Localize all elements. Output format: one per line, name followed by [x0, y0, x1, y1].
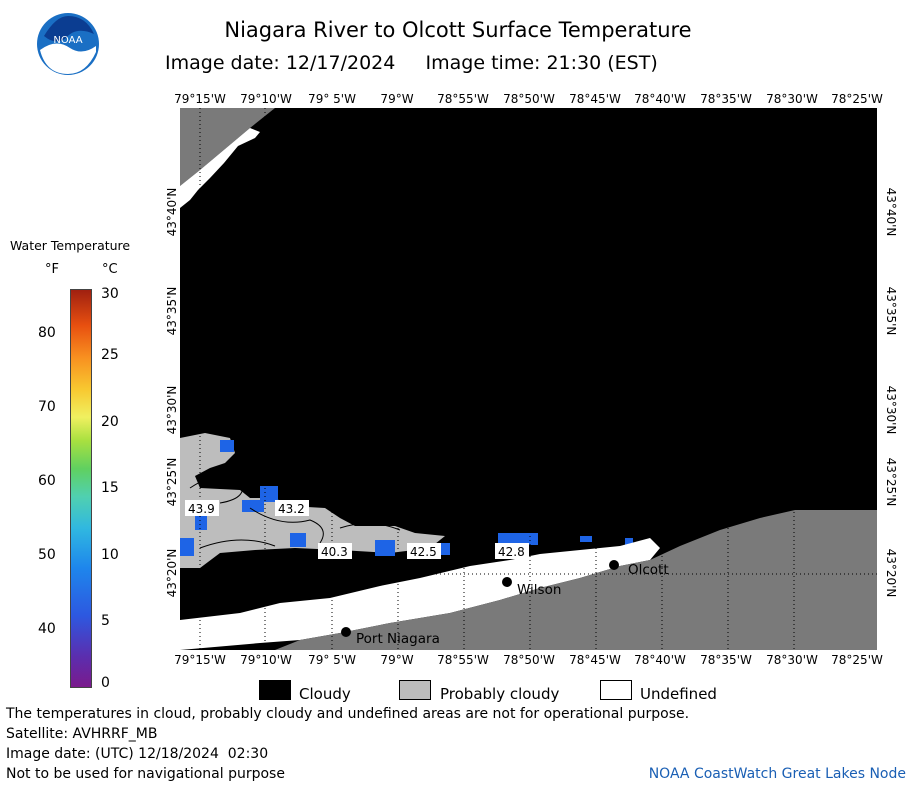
image-date: Image date: 12/17/2024	[165, 52, 396, 74]
temp-label-4: 42.5	[410, 545, 437, 559]
legend-tick-c: 25	[101, 347, 119, 363]
town-olcott: Olcott	[628, 562, 669, 578]
legend-unit-f: °F	[45, 262, 59, 277]
land-top-left	[180, 108, 275, 186]
legend-tick-c: 15	[101, 480, 119, 496]
right-latitude-label: 43°25'N	[884, 457, 898, 507]
wilson-marker	[502, 577, 512, 587]
water-temperature-patches	[180, 440, 633, 556]
right-latitude-label: 43°30'N	[884, 385, 898, 435]
left-latitude-label: 43°30'N	[165, 385, 179, 435]
footer-node: NOAA CoastWatch Great Lakes Node	[648, 766, 906, 782]
noaa-logo-text: NOAA	[53, 35, 82, 46]
bottom-longitude-label: 78°40'W	[634, 653, 686, 667]
port-niagara-marker	[341, 627, 351, 637]
bottom-longitude-label: 78°30'W	[766, 653, 818, 667]
surface-temperature-map: 43.9 43.2 40.3 42.5 42.8 Olcott Wilson P…	[180, 108, 877, 650]
undefined-coastal	[180, 538, 660, 650]
bottom-longitude-label: 78°55'W	[437, 653, 489, 667]
legend-tick-f: 60	[38, 473, 56, 489]
olcott-marker	[609, 560, 619, 570]
key-cloudy-label: Cloudy	[299, 685, 351, 703]
key-probably-cloudy-swatch	[399, 680, 431, 700]
legend-tick-c: 10	[101, 547, 119, 563]
key-undefined-label: Undefined	[640, 685, 717, 703]
temp-label-2: 43.2	[278, 502, 305, 516]
bottom-longitude-label: 78°45'W	[569, 653, 621, 667]
top-longitude-label: 79°15'W	[174, 92, 226, 106]
footer-utc-date: Image date: (UTC) 12/18/2024 02:30	[6, 746, 269, 762]
bottom-longitude-label: 79°W	[380, 653, 414, 667]
top-longitude-label: 79°W	[380, 92, 414, 106]
bottom-longitude-label: 79° 5'W	[308, 653, 356, 667]
legend-tick-f: 40	[38, 621, 56, 637]
legend-tick-c: 5	[101, 613, 110, 629]
town-port-niagara: Port Niagara	[356, 631, 440, 647]
bottom-longitude-label: 79°15'W	[174, 653, 226, 667]
top-longitude-label: 78°25'W	[831, 92, 883, 106]
graticule	[180, 108, 877, 650]
top-longitude-label: 78°55'W	[437, 92, 489, 106]
footer-satellite: Satellite: AVHRRF_MB	[6, 726, 158, 742]
top-longitude-label: 78°40'W	[634, 92, 686, 106]
right-latitude-label: 43°20'N	[884, 548, 898, 598]
temp-label-1: 43.9	[188, 502, 215, 516]
left-latitude-label: 43°25'N	[165, 457, 179, 507]
legend-tick-c: 30	[101, 286, 119, 302]
bottom-longitude-label: 78°35'W	[700, 653, 752, 667]
image-time: Image time: 21:30 (EST)	[425, 52, 658, 74]
town-wilson: Wilson	[517, 582, 561, 598]
top-longitude-label: 78°50'W	[503, 92, 555, 106]
top-longitude-label: 79°10'W	[240, 92, 292, 106]
bottom-longitude-label: 79°10'W	[240, 653, 292, 667]
land-us	[275, 510, 877, 650]
legend-tick-c: 0	[101, 675, 110, 691]
image-date-time: Image date: 12/17/2024 Image time: 21:30…	[165, 52, 658, 74]
temperature-colorbar	[70, 289, 92, 688]
right-latitude-label: 43°35'N	[884, 286, 898, 336]
legend-tick-c: 20	[101, 414, 119, 430]
footer-disclaimer: The temperatures in cloud, probably clou…	[6, 706, 690, 722]
legend-title: Water Temperature	[10, 238, 131, 253]
left-latitude-label: 43°20'N	[165, 548, 179, 598]
top-longitude-label: 78°35'W	[700, 92, 752, 106]
left-latitude-label: 43°40'N	[165, 187, 179, 237]
noaa-logo: NOAA	[37, 13, 99, 75]
bottom-longitude-label: 78°25'W	[831, 653, 883, 667]
right-latitude-label: 43°40'N	[884, 187, 898, 237]
isotherms	[189, 475, 401, 549]
key-undefined-swatch	[600, 680, 632, 700]
legend-unit-c: °C	[102, 262, 118, 277]
probably-cloudy-west	[180, 433, 445, 568]
footer-navigation: Not to be used for navigational purpose	[6, 766, 285, 782]
left-latitude-label: 43°35'N	[165, 286, 179, 336]
legend-tick-f: 50	[38, 547, 56, 563]
top-longitude-label: 78°30'W	[766, 92, 818, 106]
top-longitude-label: 79° 5'W	[308, 92, 356, 106]
key-cloudy-swatch	[259, 680, 291, 700]
map-title: Niagara River to Olcott Surface Temperat…	[224, 18, 692, 42]
key-probably-cloudy-label: Probably cloudy	[440, 685, 560, 703]
temp-label-3: 40.3	[321, 545, 348, 559]
top-longitude-label: 78°45'W	[569, 92, 621, 106]
legend-tick-f: 70	[38, 399, 56, 415]
legend-tick-f: 80	[38, 325, 56, 341]
temp-label-5: 42.8	[498, 545, 525, 559]
bottom-longitude-label: 78°50'W	[503, 653, 555, 667]
